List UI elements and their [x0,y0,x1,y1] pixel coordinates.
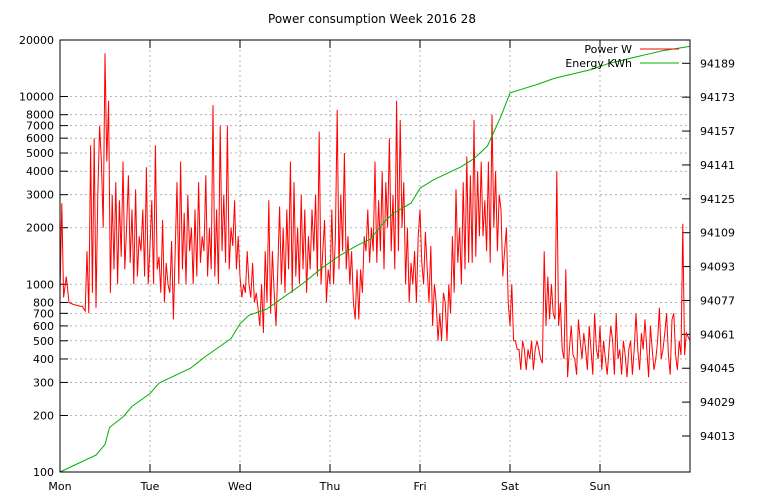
y-left-tick-label: 3000 [26,189,54,202]
y-left-tick-label: 4000 [26,165,54,178]
y-left-tick-label: 2000 [26,222,54,235]
y-right-tick-label: 94189 [700,57,735,70]
plot-frame [59,39,691,473]
y-right-tick-label: 94029 [700,396,735,409]
y-left-tick-label: 5000 [26,147,54,160]
x-tick-label: Fri [413,480,426,493]
y-left-tick-label: 100 [33,466,54,479]
y-right-tick-label: 94109 [700,227,735,240]
y-left-tick-label: 500 [33,335,54,348]
legend: Power W Energy KWh [565,43,679,70]
y-left-tick-label: 200 [33,409,54,422]
x-tick-label: Mon [48,480,71,493]
y-right-tick-label: 94077 [700,294,735,307]
y-right-tick-label: 94045 [700,362,735,375]
y-left-tick-label: 600 [33,320,54,333]
y-left-tick-label: 7000 [26,120,54,133]
y-left-tick-label: 1000 [26,278,54,291]
legend-label-power: Power W [584,43,632,56]
y-axis-right: 94013 94029 94045 94061 94077 94093 94109 94125… [682,57,735,443]
series-line-power [59,53,691,378]
y-left-tick-label: 300 [33,376,54,389]
x-tick-label: Sat [501,480,520,493]
y-right-tick-label: 94157 [700,125,735,138]
x-tick-label: Tue [140,480,160,493]
y-right-tick-label: 94125 [700,193,735,206]
y-left-tick-label: 8000 [26,109,54,122]
series-line-energy [59,45,691,473]
y-left-tick-label: 800 [33,296,54,309]
x-tick-label: Thu [319,480,341,493]
y-right-tick-label: 94013 [700,430,735,443]
series-layer [59,45,691,473]
legend-label-energy: Energy KWh [565,57,632,70]
y-right-tick-label: 94061 [700,328,735,341]
x-axis: Mon Tue Wed Thu Fri Sat Sun [48,40,610,493]
x-tick-label: Wed [228,480,252,493]
y-right-tick-label: 94173 [700,91,735,104]
y-left-tick-label: 10000 [19,91,54,104]
y-left-tick-label: 400 [33,353,54,366]
y-right-tick-label: 94141 [700,159,735,172]
y-left-tick-label: 6000 [26,132,54,145]
x-tick-label: Sun [590,480,611,493]
y-left-tick-label: 700 [33,307,54,320]
y-left-tick-label: 20000 [19,34,54,47]
y-right-tick-label: 94093 [700,261,735,274]
chart-title: Power consumption Week 2016 28 [268,12,476,26]
